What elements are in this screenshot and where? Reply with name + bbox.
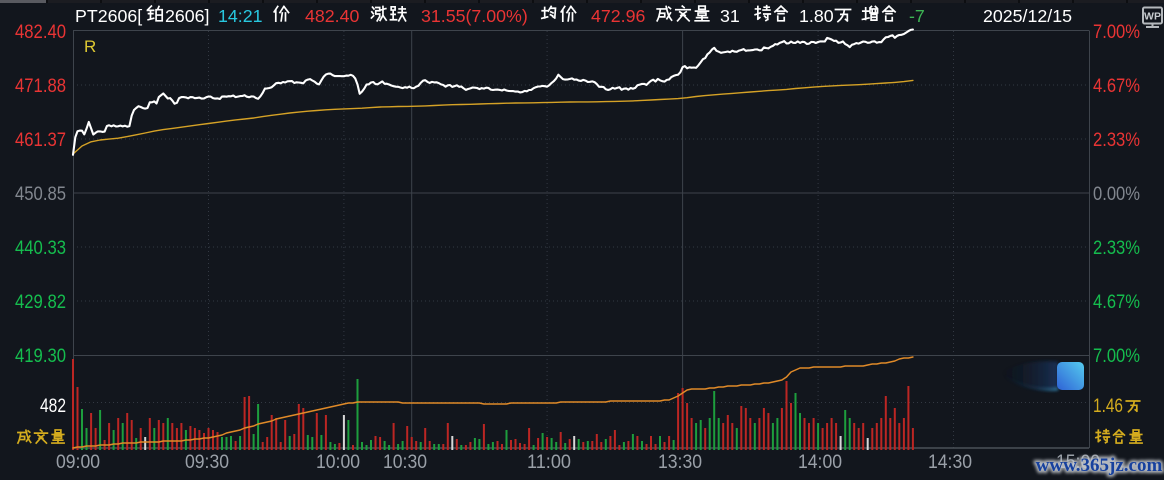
svg-text:2606]: 2606] xyxy=(165,6,210,26)
svg-text:14:30: 14:30 xyxy=(928,452,972,473)
svg-text:10:00: 10:00 xyxy=(316,452,360,473)
svg-text:4.67%: 4.67% xyxy=(1093,76,1140,97)
svg-text:1.80: 1.80 xyxy=(799,6,834,26)
svg-text:09:30: 09:30 xyxy=(185,452,229,473)
svg-text:WP: WP xyxy=(1144,11,1161,23)
svg-text:PT2606[: PT2606[ xyxy=(75,6,142,26)
svg-text:14:00: 14:00 xyxy=(798,452,842,473)
svg-text:2.33%: 2.33% xyxy=(1093,130,1140,151)
svg-text:www.365jz.com: www.365jz.com xyxy=(1036,455,1163,476)
svg-text:4.67%: 4.67% xyxy=(1093,292,1140,313)
svg-text:472.96: 472.96 xyxy=(591,6,645,26)
svg-text:482.40: 482.40 xyxy=(15,22,66,43)
svg-text:450.85: 450.85 xyxy=(15,184,66,205)
svg-text:1.46: 1.46 xyxy=(1093,396,1123,417)
svg-text:2.33%: 2.33% xyxy=(1093,238,1140,259)
svg-text:31: 31 xyxy=(720,6,740,26)
svg-text:www.365jz.com: www.365jz.com xyxy=(1036,455,1163,476)
svg-text:471.88: 471.88 xyxy=(15,76,66,97)
svg-text:419.30: 419.30 xyxy=(15,346,66,367)
svg-text:0.00%: 0.00% xyxy=(1093,184,1140,205)
svg-text:440.33: 440.33 xyxy=(15,238,66,259)
svg-text:2025/12/15: 2025/12/15 xyxy=(983,6,1072,26)
svg-text:14:21: 14:21 xyxy=(218,6,263,26)
svg-text:13:30: 13:30 xyxy=(658,452,702,473)
svg-text:10:30: 10:30 xyxy=(383,452,427,473)
svg-text:R: R xyxy=(84,37,96,56)
svg-text:-7: -7 xyxy=(909,6,925,26)
svg-text:7.00%: 7.00% xyxy=(1093,346,1140,367)
svg-text:429.82: 429.82 xyxy=(15,292,66,313)
svg-text:15:00: 15:00 xyxy=(1056,452,1100,473)
svg-text:09:00: 09:00 xyxy=(56,452,100,473)
svg-text:7.00%: 7.00% xyxy=(1093,22,1140,43)
svg-text:11:00: 11:00 xyxy=(527,452,571,473)
svg-text:31.55(7.00%): 31.55(7.00%) xyxy=(421,6,528,26)
svg-text:461.37: 461.37 xyxy=(15,130,66,151)
svg-text:482.40: 482.40 xyxy=(305,6,359,26)
svg-text:482: 482 xyxy=(40,396,66,417)
